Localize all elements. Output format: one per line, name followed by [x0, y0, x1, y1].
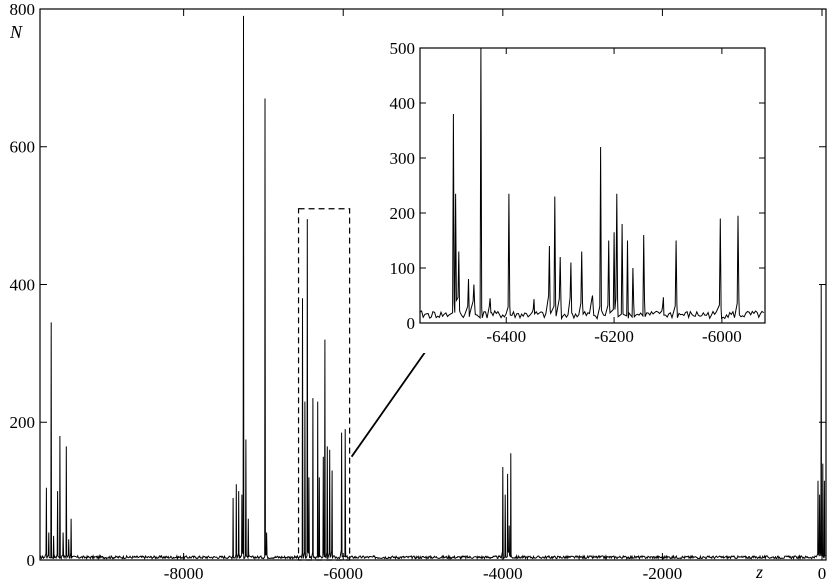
main-x-tick-label: 0	[818, 564, 827, 583]
inset-y-tick-label: 200	[390, 204, 416, 223]
main-y-tick-label: 800	[10, 0, 36, 19]
inset-ticks: -6400 -6200 -6000 0 100 200 300 400 500	[390, 39, 765, 346]
inset-series	[419, 47, 765, 321]
main-x-tick-label: -6000	[323, 564, 363, 583]
inset-y-tick-label: 300	[390, 149, 416, 168]
main-x-tick-label: -2000	[643, 564, 683, 583]
inset-x-tick-label: -6400	[486, 327, 526, 346]
main-y-tick-label: 400	[10, 275, 36, 294]
main-y-tick-label: 600	[10, 138, 36, 157]
x-axis-label: z	[755, 562, 763, 582]
zoom-region-box	[297, 208, 351, 561]
main-series	[39, 15, 826, 561]
main-series-line	[39, 15, 826, 561]
main-x-tick-label: -4000	[483, 564, 523, 583]
inset-y-tick-label: 0	[407, 314, 416, 333]
inset-x-tick-label: -6000	[702, 327, 742, 346]
main-panel: -8000 -6000 -4000 -2000 0 0 200 400 600 800 N z	[9, 0, 827, 583]
inset-panel: -6400 -6200 -6000 0 100 200 300 400 500	[378, 38, 773, 353]
main-y-tick-label: 0	[27, 551, 36, 570]
inset-plot-frame	[419, 47, 766, 324]
main-x-tick-label: -8000	[164, 564, 204, 583]
inset-y-tick-label: 100	[390, 259, 416, 278]
inset-background	[378, 38, 773, 353]
inset-x-tick-label: -6200	[594, 327, 634, 346]
y-axis-label: N	[9, 22, 23, 42]
inset-y-tick-label: 400	[390, 94, 416, 113]
inset-y-tick-label: 500	[390, 39, 416, 58]
main-ticks: -8000 -6000 -4000 -2000 0 0 200 400 600 800	[10, 0, 827, 583]
inset-series-line	[419, 47, 765, 321]
main-y-tick-label: 200	[10, 413, 36, 432]
